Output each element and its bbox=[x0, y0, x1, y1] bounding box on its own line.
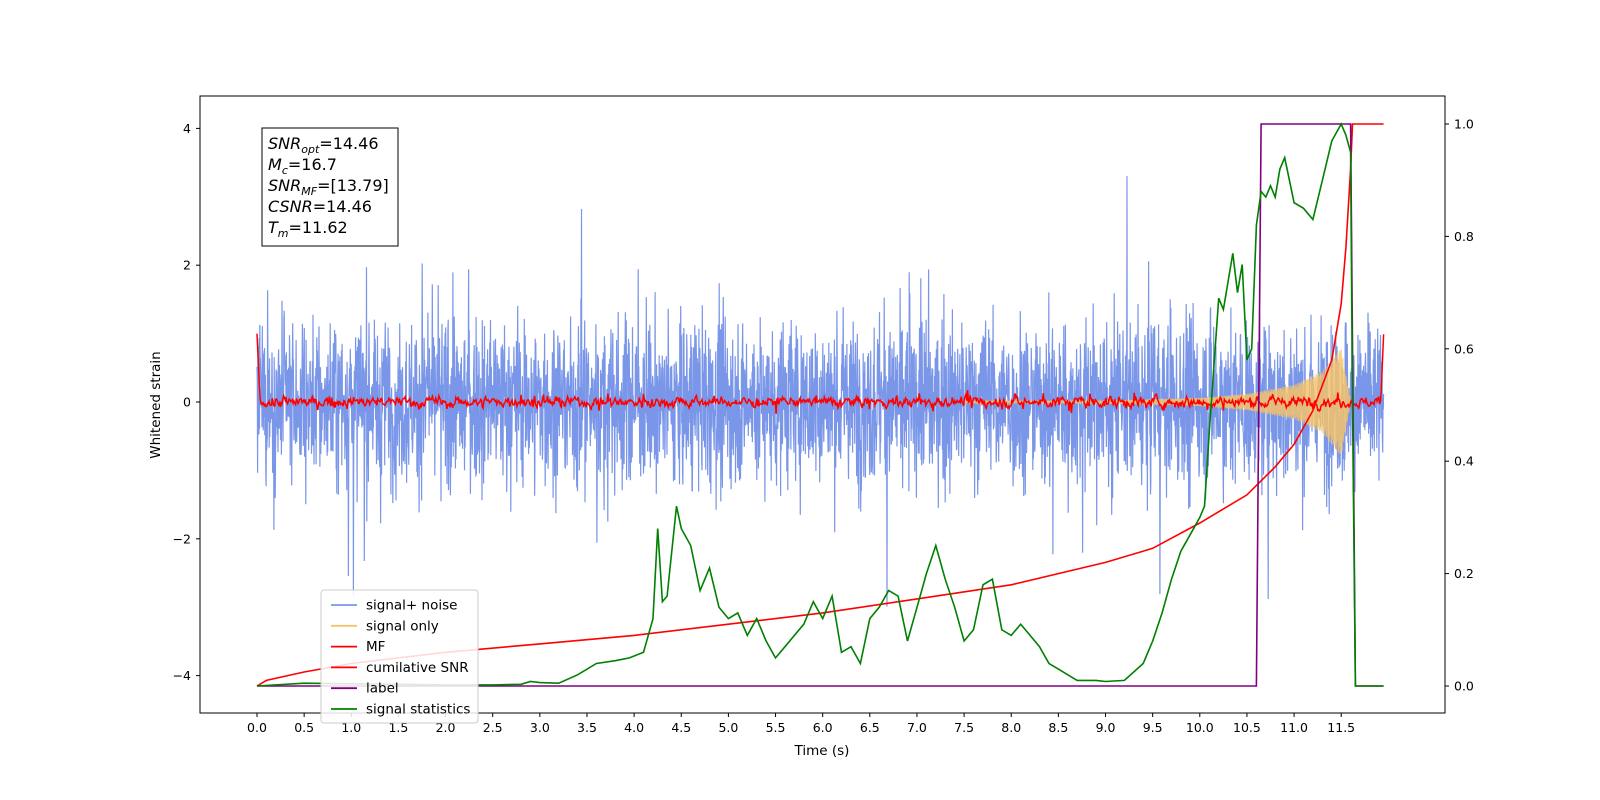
y-tick-label: 2 bbox=[183, 258, 191, 273]
x-tick-label: 0.5 bbox=[294, 720, 314, 735]
annotation-line: Tm=11.62 bbox=[268, 218, 348, 240]
x-tick-label: 5.0 bbox=[718, 720, 738, 735]
annotation-symbol: SNR bbox=[268, 134, 301, 153]
annotation-value: =14.46 bbox=[313, 197, 372, 216]
annotation-box: SNRopt=14.46Mc=16.7SNRMF=[13.79]CSNR=14.… bbox=[261, 127, 399, 247]
x-tick-label: 7.5 bbox=[954, 720, 974, 735]
x-tick-label: 9.5 bbox=[1143, 720, 1163, 735]
annotation-value: =[13.79] bbox=[317, 176, 389, 195]
annotation-line: CSNR=14.46 bbox=[268, 197, 372, 216]
x-tick-label: 6.5 bbox=[860, 720, 880, 735]
y-tick-label: −4 bbox=[173, 668, 191, 683]
annotation-value: =16.7 bbox=[288, 155, 337, 174]
y-tick-label: 0 bbox=[183, 395, 191, 410]
x-tick-label: 4.5 bbox=[671, 720, 691, 735]
annotation-symbol: T bbox=[268, 218, 279, 237]
x-tick-label: 4.0 bbox=[624, 720, 644, 735]
legend-entry: signal only bbox=[366, 618, 439, 634]
x-tick-label: 11.5 bbox=[1327, 720, 1355, 735]
annotation-symbol: SNR bbox=[268, 176, 301, 195]
y2-tick-label: 0.4 bbox=[1454, 454, 1474, 469]
y-axis-ticks: 4 2 0 −2 −4 bbox=[173, 121, 200, 683]
y2-tick-label: 1.0 bbox=[1454, 117, 1474, 132]
x-axis-ticks: 0.0 0.5 1.0 1.5 2.0 2.5 3.0 3.5 4.0 4.5 5.0 5.5 6.0 6… bbox=[247, 713, 1355, 735]
x-tick-label: 5.5 bbox=[766, 720, 786, 735]
legend-entry: signal statistics bbox=[366, 702, 470, 718]
y2-tick-label: 0.0 bbox=[1454, 679, 1474, 694]
legend-entry: MF bbox=[366, 639, 385, 655]
x-tick-label: 1.0 bbox=[341, 720, 361, 735]
x-tick-label: 2.0 bbox=[436, 720, 456, 735]
x-tick-label: 10.0 bbox=[1186, 720, 1214, 735]
series-signal-statistics bbox=[256, 122, 1384, 687]
x-tick-label: 2.5 bbox=[483, 720, 503, 735]
annotation-subscript: opt bbox=[301, 143, 320, 156]
x-tick-label: 3.5 bbox=[577, 720, 597, 735]
x-tick-label: 8.5 bbox=[1048, 720, 1068, 735]
annotation-line: SNRopt=14.46 bbox=[268, 134, 379, 156]
x-tick-label: 8.0 bbox=[1001, 720, 1021, 735]
legend-entry: cumilative SNR bbox=[366, 660, 469, 676]
x-tick-label: 6.0 bbox=[813, 720, 833, 735]
y2-tick-label: 0.6 bbox=[1454, 341, 1474, 356]
x-tick-label: 0.0 bbox=[247, 720, 267, 735]
annotation-value: =14.46 bbox=[319, 134, 378, 153]
y2-axis-ticks: 1.0 0.8 0.6 0.4 0.2 0.0 bbox=[1445, 117, 1474, 694]
y2-tick-label: 0.8 bbox=[1454, 229, 1474, 244]
legend-entry: label bbox=[366, 681, 399, 697]
x-axis-label: Time (s) bbox=[794, 743, 850, 759]
series-signal-noise bbox=[256, 176, 1385, 607]
y2-tick-label: 0.2 bbox=[1454, 566, 1474, 581]
annotation-value: =11.62 bbox=[289, 218, 348, 237]
x-tick-label: 11.0 bbox=[1280, 720, 1308, 735]
annotation-subscript: m bbox=[278, 227, 289, 240]
x-tick-label: 9.0 bbox=[1096, 720, 1116, 735]
annotation-subscript: MF bbox=[301, 185, 317, 198]
annotation-line: SNRMF=[13.79] bbox=[268, 176, 389, 198]
legend-entry: signal+ noise bbox=[366, 598, 457, 614]
annotation-subscript: c bbox=[282, 164, 288, 177]
y-tick-label: 4 bbox=[183, 121, 191, 136]
x-tick-label: 3.0 bbox=[530, 720, 550, 735]
annotation-line: Mc=16.7 bbox=[268, 155, 337, 177]
y-axis-label: Whitened strain bbox=[148, 351, 164, 458]
y-tick-label: −2 bbox=[173, 531, 191, 546]
x-tick-label: 7.0 bbox=[907, 720, 927, 735]
annotation-symbol: CSNR bbox=[268, 197, 313, 216]
annotation-symbol: M bbox=[268, 155, 282, 174]
x-tick-label: 10.5 bbox=[1233, 720, 1261, 735]
x-tick-label: 1.5 bbox=[388, 720, 408, 735]
series-mf bbox=[256, 333, 1385, 414]
legend: signal+ noise signal only MF cumilative SNR… bbox=[320, 589, 479, 724]
